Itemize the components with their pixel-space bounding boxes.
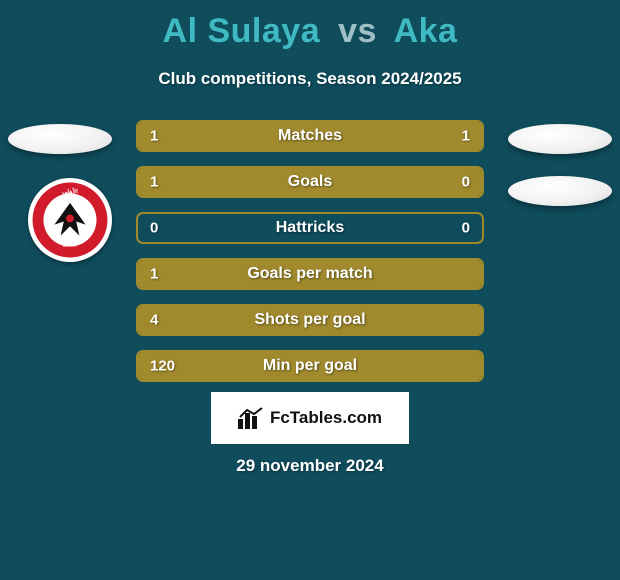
stat-label: Matches bbox=[138, 127, 482, 145]
club-badge-icon: 1907 الأهلي bbox=[31, 181, 109, 259]
stat-label: Goals bbox=[138, 173, 482, 191]
subtitle: Club competitions, Season 2024/2025 bbox=[0, 69, 620, 89]
brand-text: FcTables.com bbox=[270, 408, 382, 428]
comparison-title: Al Sulaya vs Aka bbox=[0, 0, 620, 51]
svg-text:1907: 1907 bbox=[62, 242, 78, 249]
stat-row: 11Matches bbox=[136, 120, 484, 152]
decor-ellipse-right-1 bbox=[508, 124, 612, 154]
stat-row: 4Shots per goal bbox=[136, 304, 484, 336]
club-badge: 1907 الأهلي bbox=[28, 178, 112, 262]
decor-ellipse-right-2 bbox=[508, 176, 612, 206]
player-1-name: Al Sulaya bbox=[163, 12, 321, 50]
stat-row: 120Min per goal bbox=[136, 350, 484, 382]
stat-row: 1Goals per match bbox=[136, 258, 484, 290]
brand-box: FcTables.com bbox=[211, 392, 409, 444]
svg-text:الأهلي: الأهلي bbox=[62, 186, 78, 195]
stat-row: 10Goals bbox=[136, 166, 484, 198]
stat-label: Shots per goal bbox=[138, 311, 482, 329]
title-vs: vs bbox=[338, 12, 377, 50]
infographic-date: 29 november 2024 bbox=[0, 456, 620, 476]
stats-rows: 11Matches 10Goals 00Hattricks 1Goals per ma… bbox=[136, 120, 484, 396]
brand-chart-icon bbox=[238, 407, 264, 429]
player-2-name: Aka bbox=[394, 12, 458, 50]
stat-label: Hattricks bbox=[138, 219, 482, 237]
stat-row: 00Hattricks bbox=[136, 212, 484, 244]
stat-label: Goals per match bbox=[138, 265, 482, 283]
decor-ellipse-left bbox=[8, 124, 112, 154]
stat-label: Min per goal bbox=[138, 357, 482, 375]
